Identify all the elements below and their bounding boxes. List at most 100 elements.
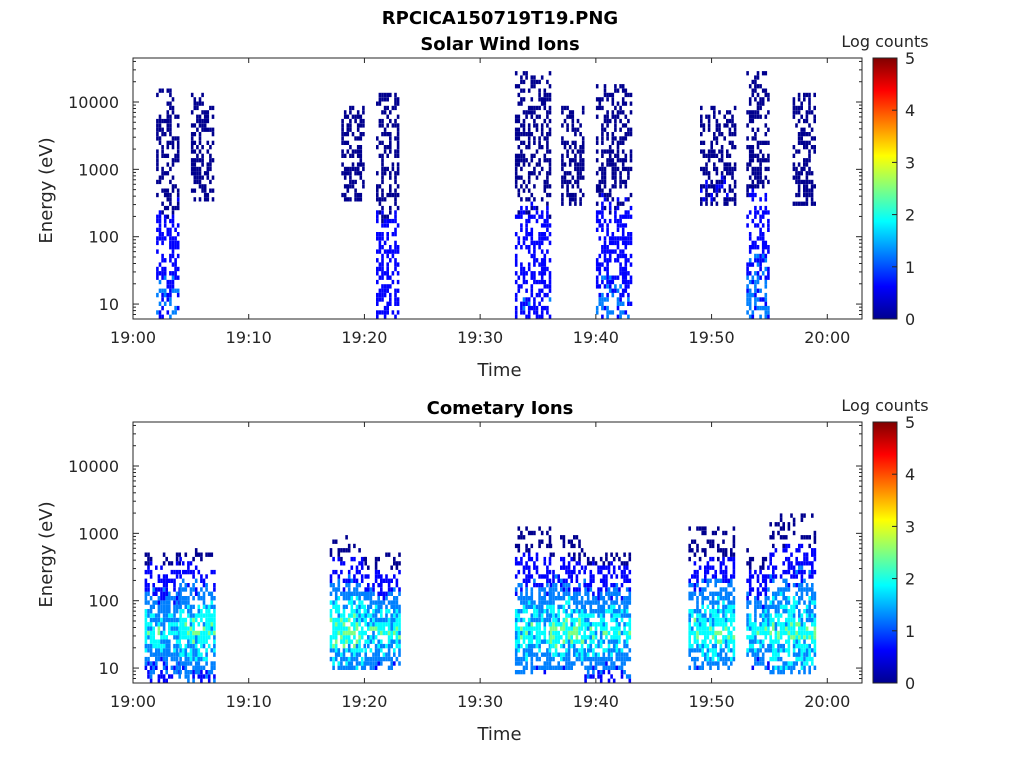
- spectrogram-cell: [748, 279, 752, 285]
- spectrogram-cell: [761, 578, 765, 583]
- spectrogram-cell: [168, 609, 171, 614]
- spectrogram-cell: [562, 539, 566, 544]
- spectrogram-cell: [389, 136, 392, 141]
- spectrogram-cell: [611, 101, 615, 106]
- spectrogram-cell: [546, 656, 549, 662]
- spectrogram-cell: [565, 622, 568, 627]
- spectrogram-cell: [714, 530, 717, 536]
- spectrogram-cell: [170, 652, 174, 657]
- spectrogram-cell: [713, 166, 716, 172]
- spectrogram-cell: [748, 301, 752, 306]
- spectrogram-cell: [530, 639, 534, 644]
- spectrogram-cell: [533, 75, 536, 80]
- spectrogram-cell: [329, 617, 333, 623]
- spectrogram-cell: [696, 639, 699, 644]
- spectrogram-cell: [396, 166, 400, 172]
- spectrogram-cell: [579, 145, 582, 150]
- spectrogram-cell: [726, 123, 729, 128]
- spectrogram-cell: [608, 205, 612, 211]
- spectrogram-cell: [552, 626, 555, 631]
- spectrogram-cell: [376, 184, 379, 189]
- spectrogram-cell: [342, 596, 346, 601]
- spectrogram-cell: [394, 232, 397, 237]
- spectrogram-cell: [527, 210, 531, 215]
- spectrogram-cell: [385, 552, 388, 557]
- spectrogram-cell: [155, 639, 158, 644]
- spectrogram-cell: [213, 604, 216, 609]
- spectrogram-cell: [811, 613, 814, 618]
- spectrogram-cell: [171, 175, 175, 180]
- spectrogram-cell: [155, 648, 158, 653]
- spectrogram-cell: [205, 617, 208, 623]
- spectrogram-cell: [719, 648, 723, 653]
- spectrogram-cell: [618, 587, 621, 592]
- spectrogram-cell: [761, 214, 765, 219]
- spectrogram-cell: [181, 622, 185, 627]
- spectrogram-cell: [209, 145, 212, 150]
- spectrogram-cell: [189, 604, 193, 609]
- spectrogram-cell: [345, 630, 348, 636]
- spectrogram-cell: [189, 613, 193, 618]
- spectrogram-cell: [385, 652, 388, 657]
- spectrogram-cell: [394, 97, 397, 102]
- spectrogram-cell: [522, 153, 526, 158]
- spectrogram-cell: [748, 210, 752, 215]
- spectrogram-cell: [598, 223, 602, 228]
- spectrogram-cell: [748, 292, 752, 298]
- spectrogram-cell: [350, 652, 354, 657]
- spectrogram-cell: [369, 635, 373, 640]
- x-tick-label: 20:00: [804, 328, 850, 347]
- spectrogram-cell: [200, 652, 203, 657]
- spectrogram-cell: [174, 271, 177, 276]
- spectrogram-cell: [166, 123, 170, 128]
- spectrogram-cell: [625, 596, 629, 601]
- spectrogram-cell: [540, 258, 544, 263]
- spectrogram-cell: [342, 591, 346, 596]
- spectrogram-cell: [610, 574, 613, 579]
- spectrogram-cell: [797, 110, 801, 115]
- spectrogram-cell: [767, 179, 770, 185]
- spectrogram-cell: [200, 596, 203, 601]
- spectrogram-cell: [367, 604, 370, 609]
- spectrogram-cell: [584, 665, 587, 670]
- spectrogram-cell: [391, 271, 395, 276]
- spectrogram-cell: [190, 149, 194, 154]
- spectrogram-cell: [187, 639, 190, 644]
- spectrogram-cell: [332, 656, 335, 662]
- spectrogram-cell: [795, 171, 798, 176]
- spectrogram-cell: [163, 153, 167, 158]
- spectrogram-cell: [764, 92, 768, 98]
- spectrogram-cell: [782, 561, 785, 566]
- spectrogram-cell: [624, 266, 628, 272]
- spectrogram-cell: [580, 639, 584, 644]
- spectrogram-cell: [751, 635, 755, 640]
- spectrogram-cell: [606, 227, 609, 232]
- spectrogram-cell: [724, 574, 728, 579]
- spectrogram-cell: [527, 232, 531, 237]
- spectrogram-cell: [358, 622, 361, 627]
- spectrogram-cell: [720, 149, 724, 154]
- spectrogram-cell: [759, 105, 762, 111]
- spectrogram-cell: [621, 240, 625, 246]
- spectrogram-cell: [715, 184, 719, 189]
- spectrogram-cell: [774, 626, 778, 631]
- spectrogram-cell: [520, 197, 523, 202]
- spectrogram-cell: [733, 192, 737, 198]
- spectrogram-cell: [761, 179, 765, 185]
- spectrogram-cell: [782, 630, 785, 636]
- spectrogram-cell: [546, 140, 549, 145]
- spectrogram-cell: [546, 214, 549, 219]
- spectrogram-cell: [187, 630, 190, 636]
- spectrogram-cell: [803, 179, 806, 185]
- spectrogram-cell: [184, 617, 188, 623]
- spectrogram-cell: [360, 574, 364, 579]
- spectrogram-cell: [189, 652, 193, 657]
- spectrogram-cell: [358, 569, 361, 575]
- spectrogram-cell: [811, 561, 814, 566]
- spectrogram-cell: [693, 574, 697, 579]
- spectrogram-cell: [386, 310, 389, 315]
- spectrogram-cell: [798, 670, 801, 675]
- spectrogram-cell: [548, 84, 552, 89]
- spectrogram-cell: [394, 210, 397, 215]
- spectrogram-cell: [732, 652, 736, 657]
